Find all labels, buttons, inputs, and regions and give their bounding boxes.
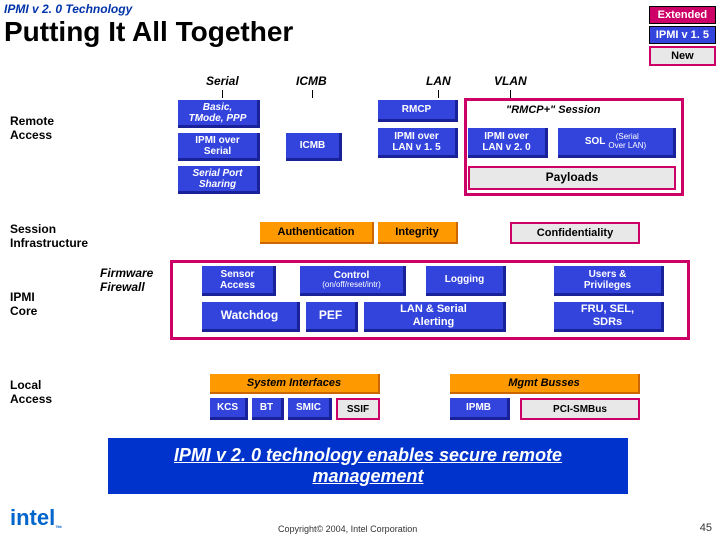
- tick-icmb: [312, 90, 313, 98]
- tick-lan: [438, 90, 439, 98]
- box-integrity: Integrity: [378, 222, 458, 244]
- box-sensor: Sensor Access: [202, 266, 276, 296]
- box-pef: PEF: [306, 302, 358, 332]
- box-payloads: Payloads: [468, 166, 676, 190]
- box-mgmt-busses: Mgmt Busses: [450, 374, 640, 394]
- box-smic: SMIC: [288, 398, 332, 420]
- row-core: IPMI Core: [10, 290, 37, 318]
- page-number: 45: [700, 522, 712, 534]
- box-control: Control (on/off/reset/intr): [300, 266, 406, 296]
- box-ipmi-lan15: IPMI over LAN v 1. 5: [378, 128, 458, 158]
- box-ssif: SSIF: [336, 398, 380, 420]
- box-ipmi-lan20: IPMI over LAN v 2. 0: [468, 128, 548, 158]
- box-users: Users & Privileges: [554, 266, 664, 296]
- box-logging: Logging: [426, 266, 506, 296]
- rmcp-session-label: "RMCP+" Session: [506, 104, 600, 116]
- box-pci-smbus: PCI-SMBus: [520, 398, 640, 420]
- control-label: Control: [334, 270, 370, 281]
- box-alerting: LAN & Serial Alerting: [364, 302, 506, 332]
- row-local: Local Access: [10, 378, 52, 406]
- control-sub: (on/off/reset/intr): [322, 281, 381, 290]
- sol-label: SOL: [585, 136, 606, 147]
- col-serial: Serial: [206, 74, 239, 88]
- legend: Extended IPMI v 1. 5 New: [649, 6, 716, 66]
- bottom-banner: IPMI v 2. 0 technology enables secure re…: [108, 438, 628, 494]
- box-ipmi-serial: IPMI over Serial: [178, 133, 260, 161]
- col-lan: LAN: [426, 74, 451, 88]
- tick-serial: [222, 90, 223, 98]
- box-sol: SOL (Serial Over LAN): [558, 128, 676, 158]
- tick-vlan: [510, 90, 511, 98]
- row-session: Session Infrastructure: [10, 222, 88, 250]
- header-subtitle: IPMI v 2. 0 Technology: [4, 2, 293, 16]
- logo-text: intel: [10, 505, 55, 530]
- legend-new: New: [649, 46, 716, 66]
- logo-tm: ™: [55, 525, 62, 532]
- box-confidentiality: Confidentiality: [510, 222, 640, 244]
- box-kcs: KCS: [210, 398, 248, 420]
- legend-ipmi15: IPMI v 1. 5: [649, 26, 716, 44]
- header: IPMI v 2. 0 Technology Putting It All To…: [4, 2, 293, 48]
- legend-extended: Extended: [649, 6, 716, 24]
- intel-logo: intel™: [10, 505, 62, 532]
- box-basic: Basic, TMode, PPP: [178, 100, 260, 128]
- box-fru: FRU, SEL, SDRs: [554, 302, 664, 332]
- box-ipmb: IPMB: [450, 398, 510, 420]
- box-serial-port: Serial Port Sharing: [178, 166, 260, 194]
- box-watchdog: Watchdog: [202, 302, 300, 332]
- box-authentication: Authentication: [260, 222, 374, 244]
- header-title: Putting It All Together: [4, 16, 293, 48]
- row-remote: Remote Access: [10, 114, 54, 142]
- sol-sub: (Serial Over LAN): [608, 133, 646, 151]
- col-icmb: ICMB: [296, 74, 327, 88]
- col-vlan: VLAN: [494, 74, 527, 88]
- box-sysinterfaces: System Interfaces: [210, 374, 380, 394]
- copyright: Copyright© 2004, Intel Corporation: [278, 524, 417, 534]
- row-firmware-firewall: Firmware Firewall: [100, 266, 153, 294]
- box-rmcp: RMCP: [378, 100, 458, 122]
- box-icmb: ICMB: [286, 133, 342, 161]
- box-bt: BT: [252, 398, 284, 420]
